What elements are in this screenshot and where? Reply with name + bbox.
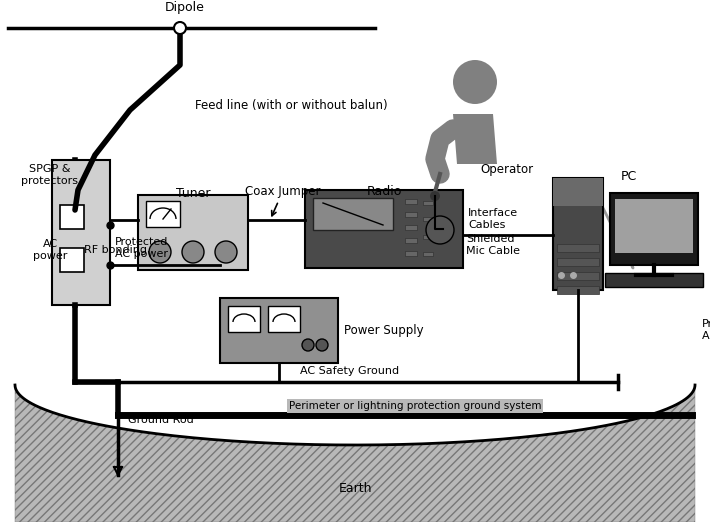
Text: Tuner: Tuner: [176, 187, 210, 200]
Text: RF bonding: RF bonding: [84, 245, 146, 255]
Bar: [605, 273, 703, 287]
Text: PC: PC: [621, 170, 637, 183]
Bar: [405, 238, 417, 243]
Circle shape: [302, 339, 314, 351]
Bar: [615, 199, 693, 253]
Circle shape: [182, 241, 204, 263]
Circle shape: [316, 339, 328, 351]
Text: Earth: Earth: [338, 481, 372, 494]
Bar: [553, 178, 603, 290]
FancyBboxPatch shape: [220, 298, 338, 363]
Text: Dipole: Dipole: [165, 1, 205, 14]
Bar: [405, 225, 417, 230]
Bar: [423, 252, 433, 256]
Polygon shape: [453, 114, 497, 164]
Text: SPGP &
protectors: SPGP & protectors: [21, 164, 79, 186]
Bar: [146, 201, 180, 227]
Bar: [557, 286, 599, 294]
Bar: [60, 205, 84, 229]
Text: Protected
AC power: Protected AC power: [702, 319, 710, 341]
Text: AC
power: AC power: [33, 239, 67, 261]
Bar: [557, 258, 599, 266]
FancyBboxPatch shape: [52, 160, 110, 305]
Bar: [423, 201, 433, 205]
Circle shape: [453, 60, 497, 104]
Circle shape: [215, 241, 237, 263]
Text: AC Safety Ground: AC Safety Ground: [300, 366, 400, 376]
Bar: [423, 235, 433, 239]
Bar: [228, 306, 260, 332]
Circle shape: [174, 22, 186, 34]
Bar: [423, 217, 433, 221]
FancyBboxPatch shape: [138, 195, 248, 270]
Text: Operator: Operator: [480, 162, 533, 175]
Text: Perimeter or lightning protection ground system: Perimeter or lightning protection ground…: [289, 401, 541, 411]
Circle shape: [430, 191, 440, 201]
Text: Coax Jumper: Coax Jumper: [245, 185, 320, 216]
Text: Shielded
Mic Cable: Shielded Mic Cable: [466, 234, 520, 256]
Bar: [405, 212, 417, 217]
Text: Radio: Radio: [366, 185, 402, 198]
Bar: [405, 199, 417, 204]
Text: Interface
Cables: Interface Cables: [468, 208, 518, 230]
Text: Power Supply: Power Supply: [344, 324, 424, 337]
Text: Protected
AC power: Protected AC power: [115, 238, 168, 259]
Bar: [557, 244, 599, 252]
Bar: [557, 272, 599, 280]
Text: Feed line (with or without balun): Feed line (with or without balun): [195, 99, 388, 112]
Bar: [268, 306, 300, 332]
Bar: [405, 251, 417, 256]
Bar: [553, 178, 603, 206]
Bar: [60, 248, 84, 272]
Circle shape: [149, 241, 171, 263]
PathPatch shape: [15, 385, 695, 522]
Bar: [610, 193, 698, 265]
Text: Ground Rod: Ground Rod: [128, 415, 194, 425]
Circle shape: [426, 216, 454, 244]
Bar: [313, 198, 393, 230]
FancyBboxPatch shape: [305, 190, 463, 268]
